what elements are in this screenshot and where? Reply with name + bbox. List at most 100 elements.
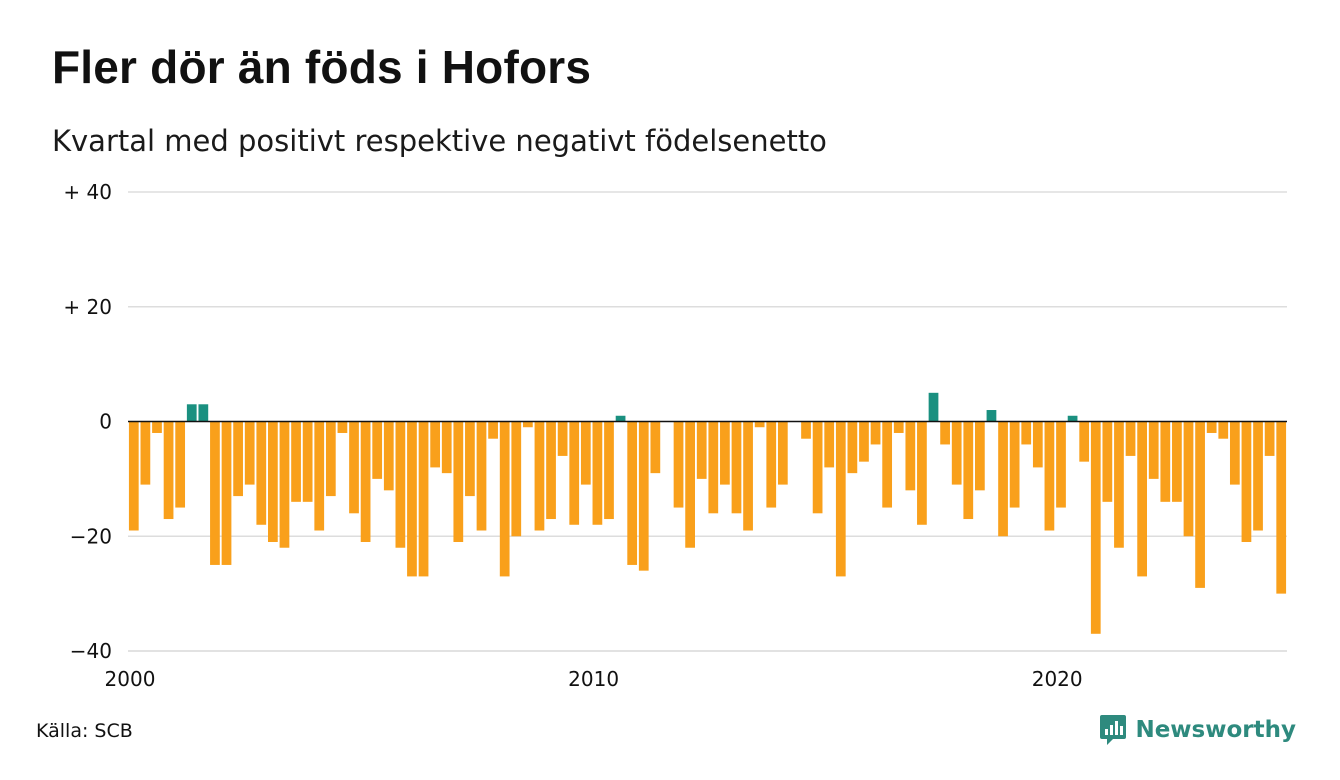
bar-negative xyxy=(847,421,858,474)
bar-negative xyxy=(940,421,950,445)
bar-negative xyxy=(1009,421,1020,508)
bar-negative xyxy=(720,421,730,485)
chart-title: Fler dör än föds i Hofors xyxy=(52,41,592,93)
bar-negative xyxy=(998,421,1008,537)
bar-negative xyxy=(824,421,835,468)
source-note: Källa: SCB xyxy=(36,720,133,742)
bar-negative xyxy=(1218,421,1229,439)
y-tick-label: + 40 xyxy=(63,180,112,204)
bar-negative xyxy=(244,421,255,485)
bar-negative xyxy=(743,421,753,531)
chart-subtitle: Kvartal med positivt respektive negativt… xyxy=(52,124,827,158)
bar-negative xyxy=(128,421,139,531)
bars xyxy=(128,392,1287,634)
bar-negative xyxy=(1021,421,1032,445)
bar-negative xyxy=(859,421,869,462)
bar-negative xyxy=(522,421,533,428)
bar-negative xyxy=(175,421,186,508)
bar-negative xyxy=(163,421,174,520)
bar-negative xyxy=(1276,421,1287,594)
bar-negative xyxy=(1183,421,1194,537)
bar-negative xyxy=(777,421,788,485)
bar-negative xyxy=(441,421,452,474)
y-tick-label: −20 xyxy=(70,524,112,548)
bar-negative xyxy=(731,421,742,514)
bar-negative xyxy=(268,421,278,542)
bar-negative xyxy=(488,421,498,439)
bar-negative xyxy=(1172,421,1182,502)
x-tick-label: 2010 xyxy=(568,667,619,691)
bar-negative xyxy=(546,421,556,520)
bar-negative xyxy=(673,421,684,508)
bar-negative xyxy=(291,421,301,502)
bar-positive xyxy=(1067,415,1078,422)
bar-negative xyxy=(418,421,429,577)
bar-negative xyxy=(1195,421,1205,588)
bar-negative xyxy=(1079,421,1090,462)
bar-negative xyxy=(407,421,417,577)
bar-negative xyxy=(1114,421,1124,548)
bar-negative xyxy=(801,421,811,439)
bar-negative xyxy=(256,421,267,525)
bar-negative xyxy=(511,421,522,537)
bar-positive xyxy=(198,404,209,422)
y-axis: + 40 + 20 0 −20 −40 xyxy=(63,180,112,663)
y-tick-label: −40 xyxy=(70,639,112,663)
bar-negative xyxy=(1090,421,1101,634)
bar-negative xyxy=(302,421,313,502)
x-tick-label: 2020 xyxy=(1032,667,1083,691)
bar-negative xyxy=(210,421,220,565)
bar-negative xyxy=(383,421,394,491)
bar-negative xyxy=(650,421,661,474)
bar-negative xyxy=(754,421,765,428)
bar-negative xyxy=(534,421,545,531)
bar-negative xyxy=(708,421,719,514)
bar-negative xyxy=(893,421,904,433)
bar-negative xyxy=(963,421,974,520)
bar-negative xyxy=(1253,421,1263,531)
bar-negative xyxy=(1056,421,1066,508)
bar-negative xyxy=(395,421,406,548)
bar-negative xyxy=(569,421,580,525)
y-tick-label: + 20 xyxy=(63,295,112,319)
bar-negative xyxy=(1102,421,1113,502)
bar-negative xyxy=(1125,421,1136,456)
bar-negative xyxy=(1229,421,1240,485)
bar-negative xyxy=(557,421,568,456)
bar-negative xyxy=(812,421,823,514)
bar-negative xyxy=(685,421,695,548)
bar-negative xyxy=(349,421,359,514)
newsworthy-logo-icon xyxy=(1100,715,1127,745)
bar-negative xyxy=(279,421,290,548)
bar-positive xyxy=(986,410,997,422)
bar-negative xyxy=(696,421,707,479)
brand-name: Newsworthy xyxy=(1135,717,1296,743)
bar-negative xyxy=(580,421,591,485)
bar-negative xyxy=(233,421,243,497)
x-tick-label: 2000 xyxy=(105,667,156,691)
bar-negative xyxy=(314,421,325,531)
bar-negative xyxy=(1148,421,1159,479)
bar-negative xyxy=(337,421,348,433)
bar-negative xyxy=(1044,421,1055,531)
bar-negative xyxy=(453,421,464,542)
bar-negative xyxy=(1137,421,1147,577)
bar-positive xyxy=(186,404,197,422)
bar-negative xyxy=(766,421,777,508)
bar-negative xyxy=(1160,421,1171,502)
bar-negative xyxy=(499,421,510,577)
bar-negative xyxy=(325,421,336,497)
bar-negative xyxy=(604,421,614,520)
bar-negative xyxy=(882,421,893,508)
bar-positive xyxy=(615,415,626,422)
bar-negative xyxy=(627,421,638,565)
bar-negative xyxy=(951,421,962,485)
bar-negative xyxy=(372,421,383,479)
y-tick-label: 0 xyxy=(99,410,112,434)
bar-negative xyxy=(152,421,162,433)
bar-negative xyxy=(140,421,151,485)
bar-negative xyxy=(360,421,371,542)
bar-negative xyxy=(917,421,927,525)
brand: Newsworthy xyxy=(1099,713,1296,747)
